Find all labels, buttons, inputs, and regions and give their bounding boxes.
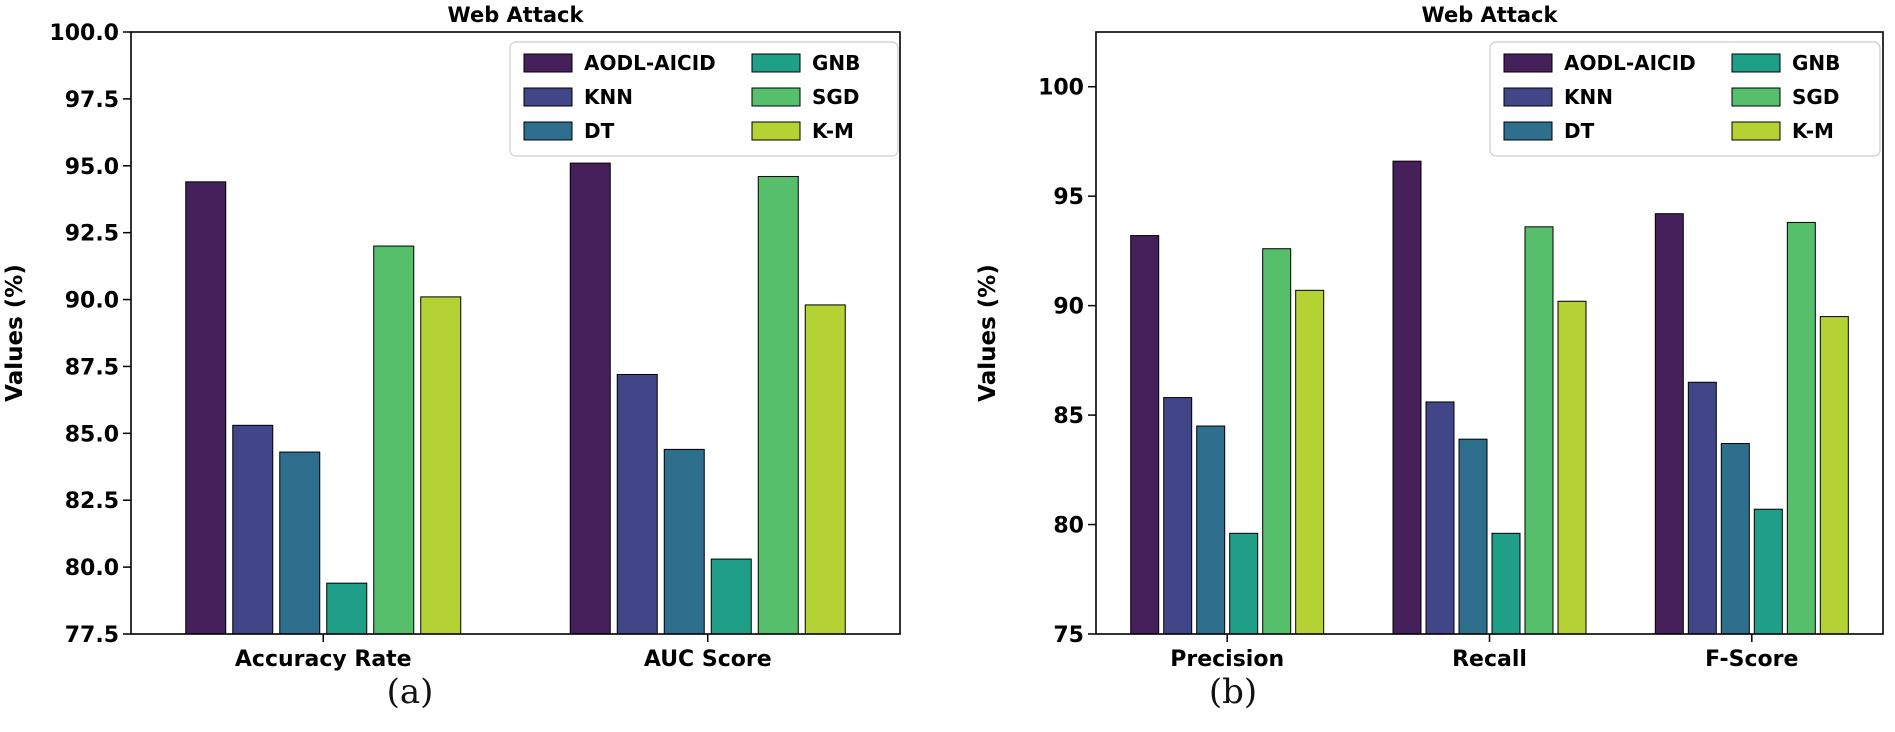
bar-aodl-aicid-accuracy-rate xyxy=(185,181,227,635)
legend-swatch-aodl-aicid xyxy=(523,53,573,73)
x-tick-label-a: AUC Score xyxy=(644,647,772,672)
y-tick-label-a: 87.5 xyxy=(65,355,119,380)
bar-k-m-precision xyxy=(1295,289,1325,635)
bar-dt-precision xyxy=(1196,425,1226,635)
bar-chart-b: Web Attack 75 80 85 90 95 100 Values (%) Precisi… xyxy=(975,3,1884,672)
legend-swatch-k-m xyxy=(751,121,801,141)
legend-swatch-gnb xyxy=(751,53,801,73)
y-tick-label-a: 100.0 xyxy=(49,21,119,46)
figure-caption-b: (b) xyxy=(1208,672,1258,712)
legend-label-knn: KNN xyxy=(584,85,633,109)
bar-aodl-aicid-auc-score xyxy=(569,162,611,635)
bar-sgd-recall xyxy=(1524,226,1554,635)
legend-label-k-m: K-M xyxy=(812,119,854,143)
y-tick-label-a: 85.0 xyxy=(65,422,119,447)
bar-dt-accuracy-rate xyxy=(279,451,321,635)
figure-caption-a: (a) xyxy=(386,672,434,712)
bar-aodl-aicid-recall xyxy=(1392,160,1422,635)
bar-gnb-auc-score xyxy=(710,558,752,635)
bar-knn-recall xyxy=(1425,401,1455,635)
chart-title-b: Web Attack xyxy=(1422,3,1559,27)
y-axis-label-a: Values (%) xyxy=(2,264,28,402)
bar-gnb-f-score xyxy=(1753,508,1783,635)
bar-k-m-auc-score xyxy=(804,304,846,635)
chart-panel-a: Web Attack 77.5 80.0 82.5 85.0 87.5 90.0 92.5 95… xyxy=(0,0,930,732)
legend-swatch-aodl-aicid xyxy=(1503,53,1553,73)
bar-k-m-recall xyxy=(1557,300,1587,635)
bar-dt-f-score xyxy=(1720,443,1750,635)
bar-aodl-aicid-precision xyxy=(1130,235,1160,635)
y-tick-label-b: 80 xyxy=(1053,514,1084,539)
y-tick-label-a: 82.5 xyxy=(65,489,119,514)
legend-label-aodl-aicid: AODL-AICID xyxy=(1564,51,1696,75)
legend-swatch-knn xyxy=(523,87,573,107)
x-tick-label-b: Recall xyxy=(1452,647,1527,672)
legend-label-sgd: SGD xyxy=(1792,85,1839,109)
legend-label-gnb: GNB xyxy=(812,51,860,75)
bar-sgd-auc-score xyxy=(757,175,799,635)
plot-frame-a xyxy=(130,31,901,635)
bar-gnb-recall xyxy=(1491,532,1521,635)
legend-swatch-sgd xyxy=(1731,87,1781,107)
bar-gnb-precision xyxy=(1229,532,1259,635)
bar-aodl-aicid-f-score xyxy=(1654,213,1684,635)
y-tick-label-b: 75 xyxy=(1053,623,1084,648)
legend-box-a xyxy=(509,41,899,157)
legend-swatch-gnb xyxy=(1731,53,1781,73)
legend-label-aodl-aicid: AODL-AICID xyxy=(584,51,716,75)
bar-gnb-accuracy-rate xyxy=(326,582,368,635)
legend-swatch-k-m xyxy=(1731,121,1781,141)
legend-swatch-sgd xyxy=(751,87,801,107)
bar-dt-recall xyxy=(1458,438,1488,635)
y-tick-label-b: 100 xyxy=(1038,76,1084,101)
legend-label-sgd: SGD xyxy=(812,85,859,109)
legend-swatch-dt xyxy=(523,121,573,141)
bar-k-m-f-score xyxy=(1819,316,1849,635)
chart-title-a: Web Attack xyxy=(448,3,585,27)
y-tick-label-a: 92.5 xyxy=(65,222,119,247)
bar-chart-a: Web Attack 77.5 80.0 82.5 85.0 87.5 90.0 92.5 95… xyxy=(2,3,901,672)
bar-knn-accuracy-rate xyxy=(232,424,274,635)
y-tick-label-b: 95 xyxy=(1053,185,1084,210)
x-tick-label-a: Accuracy Rate xyxy=(235,647,412,672)
bar-dt-auc-score xyxy=(663,448,705,635)
y-tick-label-a: 77.5 xyxy=(65,623,119,648)
bar-sgd-accuracy-rate xyxy=(373,245,415,635)
y-tick-label-b: 85 xyxy=(1053,404,1084,429)
y-axis-label-b: Values (%) xyxy=(975,264,1001,402)
plot-frame-b xyxy=(1095,31,1884,635)
y-tick-label-a: 97.5 xyxy=(65,88,119,113)
bar-k-m-accuracy-rate xyxy=(420,296,462,635)
legend-swatch-dt xyxy=(1503,121,1553,141)
bar-knn-f-score xyxy=(1687,381,1717,635)
bar-knn-precision xyxy=(1163,397,1193,635)
legend-label-k-m: K-M xyxy=(1792,119,1834,143)
legend-label-dt: DT xyxy=(584,119,615,143)
legend-box-b xyxy=(1489,41,1881,157)
bar-knn-auc-score xyxy=(616,373,658,635)
y-tick-label-a: 90.0 xyxy=(65,289,119,314)
bar-sgd-f-score xyxy=(1786,221,1816,635)
legend-label-gnb: GNB xyxy=(1792,51,1840,75)
chart-panel-b: Web Attack 75 80 85 90 95 100 Values (%) Precisi… xyxy=(975,0,1895,732)
y-tick-label-a: 95.0 xyxy=(65,155,119,180)
legend-label-knn: KNN xyxy=(1564,85,1613,109)
y-tick-label-a: 80.0 xyxy=(65,556,119,581)
x-tick-label-b: Precision xyxy=(1170,647,1284,672)
legend-label-dt: DT xyxy=(1564,119,1595,143)
bar-sgd-precision xyxy=(1262,248,1292,635)
y-tick-label-b: 90 xyxy=(1053,295,1084,320)
x-tick-label-b: F-Score xyxy=(1705,647,1798,672)
legend-swatch-knn xyxy=(1503,87,1553,107)
